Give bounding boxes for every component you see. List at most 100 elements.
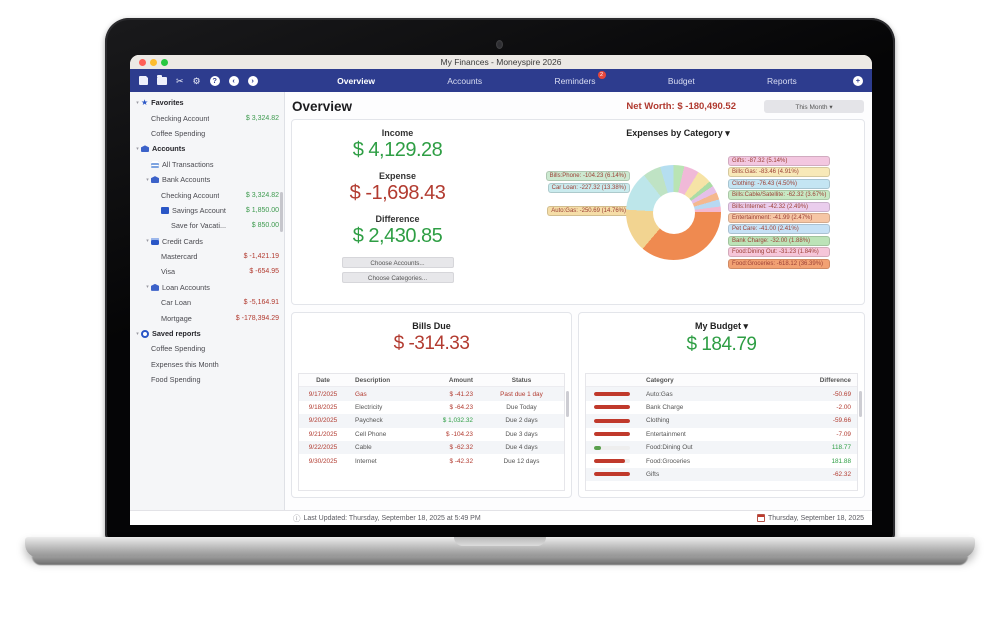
sidebar-item-bank-accounts[interactable]: ▾ Bank Accounts xyxy=(130,172,284,187)
budget-row[interactable]: Clothing -59.66 xyxy=(586,414,857,428)
budget-row[interactable]: Entertainment -7.09 xyxy=(586,428,857,441)
choose-categories-button[interactable]: Choose Categories... xyxy=(341,272,454,283)
sidebar-item-savings-account[interactable]: Savings Account $ 1,850.00 xyxy=(130,203,284,218)
chart-legend-right: Gifts: -87.32 (5.14%) Bills:Gas: -83.46 (… xyxy=(728,156,831,269)
legend-chip-entertainment[interactable]: Entertainment: -41.99 (2.47%) xyxy=(728,212,831,223)
bills-header-description: Description xyxy=(355,376,391,384)
main-toolbar: ✂ ⚙ ? ‹ › Overview Accounts Reminders 2 Budg… xyxy=(130,69,872,92)
budget-progress-bar xyxy=(594,432,630,437)
last-updated-text: Last Updated: Thursday, September 18, 20… xyxy=(303,514,481,522)
account-balance: $ -178,394.29 xyxy=(235,314,279,322)
bills-row[interactable]: 9/17/2025 Gas $ -41.23 Past due 1 day xyxy=(299,387,564,401)
sidebar-item-saved-reports[interactable]: ▾ Saved reports xyxy=(130,326,284,341)
legend-chip-auto-gas[interactable]: Auto:Gas: -250.69 (14.76%) xyxy=(547,206,630,216)
zoom-window-icon[interactable] xyxy=(161,58,168,66)
sidebar-item-loan-accounts[interactable]: ▾ Loan Accounts xyxy=(130,280,284,295)
settings-gear-icon[interactable]: ⚙ xyxy=(192,75,201,86)
budget-difference: -59.66 xyxy=(832,417,851,425)
sidebar-item-coffee-spending[interactable]: Coffee Spending xyxy=(130,341,284,356)
period-selector-button[interactable]: This Month ▾ xyxy=(764,100,864,113)
bills-scrollbar[interactable] xyxy=(566,391,569,417)
bills-header-amount: Amount xyxy=(448,376,473,384)
bill-description: Internet xyxy=(355,457,377,465)
expenses-chart-title[interactable]: Expenses by Category ▾ xyxy=(626,128,730,138)
info-icon: ⓘ xyxy=(293,513,301,523)
legend-chip-gifts[interactable]: Gifts: -87.32 (5.14%) xyxy=(728,156,831,166)
budget-row[interactable]: Gifts -62.32 xyxy=(586,467,857,482)
sidebar-item-mastercard[interactable]: Mastercard $ -1,421.19 xyxy=(130,249,284,264)
sidebar-item-coffee-spending[interactable]: Coffee Spending xyxy=(130,126,284,141)
legend-chip-food-groceries[interactable]: Food:Groceries: -618.12 (36.39%) xyxy=(728,258,831,269)
nav-tab-overview[interactable]: Overview xyxy=(337,75,375,86)
sidebar-item-checking-account[interactable]: Checking Account $ 3,324.82 xyxy=(130,110,284,125)
window-titlebar: My Finances - Moneyspire 2026 xyxy=(130,55,872,69)
legend-chip-bills-internet[interactable]: Bills:Internet: -42.32 (2.49%) xyxy=(728,201,831,212)
legend-chip-bank-charge[interactable]: Bank Charge: -32.00 (1.88%) xyxy=(728,235,831,246)
sidebar-item-checking-account[interactable]: Checking Account $ 3,324.82 xyxy=(130,187,284,202)
page-title: Overview xyxy=(292,99,353,114)
sidebar-item-expenses-this-month[interactable]: Expenses this Month xyxy=(130,357,284,372)
budget-category: Bank Charge xyxy=(646,403,684,411)
bills-row[interactable]: 9/22/2025 Cable $ -62.32 Due 4 days xyxy=(299,440,564,455)
expense-label: Expense xyxy=(378,171,417,181)
open-folder-icon[interactable] xyxy=(157,74,167,85)
sidebar-item-label: Car Loan xyxy=(161,298,192,308)
legend-chip-pet-care[interactable]: Pet Care: -41.00 (2.41%) xyxy=(728,224,831,235)
bill-date: 9/22/2025 xyxy=(308,444,338,452)
nav-tab-reminders[interactable]: Reminders 2 xyxy=(554,70,606,86)
sidebar-item-credit-cards[interactable]: ▾ Credit Cards xyxy=(130,234,284,249)
nav-tab-budget[interactable]: Budget xyxy=(667,75,695,86)
legend-chip-bills-cable-satellite[interactable]: Bills:Cable/Satellite: -62.32 (3.67%) xyxy=(728,190,831,201)
budget-row[interactable]: Auto:Gas -50.69 xyxy=(586,387,857,401)
bills-row[interactable]: 9/21/2025 Cell Phone $ -104.23 Due 3 days xyxy=(299,428,564,441)
nav-tab-reports[interactable]: Reports xyxy=(767,75,797,86)
sidebar-item-label: Save for Vacati... xyxy=(171,221,227,231)
sidebar-item-mortgage[interactable]: Mortgage $ -178,394.29 xyxy=(130,310,284,325)
star-icon: ★ xyxy=(141,97,149,107)
help-icon[interactable]: ? xyxy=(209,75,220,86)
nav-tab-accounts[interactable]: Accounts xyxy=(447,75,483,86)
overview-header: Overview Net Worth: $ -180,490.52 This M… xyxy=(285,92,872,119)
budget-row[interactable]: Food:Dining Out 118.77 xyxy=(586,440,857,455)
sidebar-item-visa[interactable]: Visa $ -654.95 xyxy=(130,264,284,279)
legend-chip-car-loan[interactable]: Car Loan: -227.32 (13.38%) xyxy=(547,183,630,193)
bills-row[interactable]: 9/30/2025 Internet $ -42.32 Due 12 days xyxy=(299,454,564,467)
chart-legend-left: Bills:Phone: -104.23 (6.14%) Car Loan: -2… xyxy=(504,171,630,216)
webcam-dot xyxy=(496,40,503,49)
sidebar-item-all-transactions[interactable]: All Transactions xyxy=(130,157,284,172)
legend-chip-bills-gas[interactable]: Bills:Gas: -83.46 (4.91%) xyxy=(728,167,831,178)
sidebar-item-car-loan[interactable]: Car Loan $ -5,164.91 xyxy=(130,295,284,310)
budget-progress-bar xyxy=(594,445,630,450)
sidebar-item-label: Checking Account xyxy=(161,190,220,200)
legend-chip-clothing[interactable]: Clothing: -76.43 (4.50%) xyxy=(728,178,831,189)
sidebar-item-label: Savings Account xyxy=(172,205,226,215)
cut-icon[interactable]: ✂ xyxy=(176,75,184,86)
sidebar-item-label: Credit Cards xyxy=(162,236,203,246)
bills-row[interactable]: 9/18/2025 Electricity $ -64.23 Due Today xyxy=(299,401,564,414)
legend-chip-food-dining-out[interactable]: Food:Dining Out: -31.23 (1.84%) xyxy=(728,247,831,258)
income-label: Income xyxy=(381,128,414,138)
budget-row[interactable]: Food:Groceries 181.88 xyxy=(586,454,857,467)
close-window-icon[interactable] xyxy=(139,58,146,66)
sidebar-item-food-spending[interactable]: Food Spending xyxy=(130,372,284,387)
forward-icon[interactable]: › xyxy=(247,75,258,86)
budget-panel: My Budget ▾ $ 184.79 Category Difference A… xyxy=(578,312,865,498)
sidebar-scrollbar[interactable] xyxy=(280,192,283,232)
bills-row[interactable]: 9/20/2025 Paycheck $ 1,032.32 Due 2 days xyxy=(299,414,564,428)
budget-row[interactable]: Bank Charge -2.00 xyxy=(586,401,857,414)
budget-scrollbar[interactable] xyxy=(859,391,862,417)
sidebar-item-save-for-vacati-[interactable]: Save for Vacati... $ 850.00 xyxy=(130,218,284,233)
legend-chip-bills-phone[interactable]: Bills:Phone: -104.23 (6.14%) xyxy=(545,171,630,181)
budget-difference: -50.69 xyxy=(832,390,851,398)
add-icon[interactable]: + xyxy=(853,75,863,86)
sidebar-item-favorites[interactable]: ▾ ★ Favorites xyxy=(130,95,284,110)
bill-description: Cell Phone xyxy=(355,430,387,438)
expenses-donut-chart xyxy=(626,165,721,260)
choose-accounts-button[interactable]: Choose Accounts... xyxy=(341,257,454,268)
minimize-window-icon[interactable] xyxy=(150,58,157,66)
budget-category: Gifts xyxy=(646,470,660,478)
back-icon[interactable]: ‹ xyxy=(228,75,239,86)
sidebar-item-accounts[interactable]: ▾ Accounts xyxy=(130,141,284,156)
budget-title[interactable]: My Budget ▾ xyxy=(694,321,748,331)
save-icon[interactable] xyxy=(139,76,148,85)
